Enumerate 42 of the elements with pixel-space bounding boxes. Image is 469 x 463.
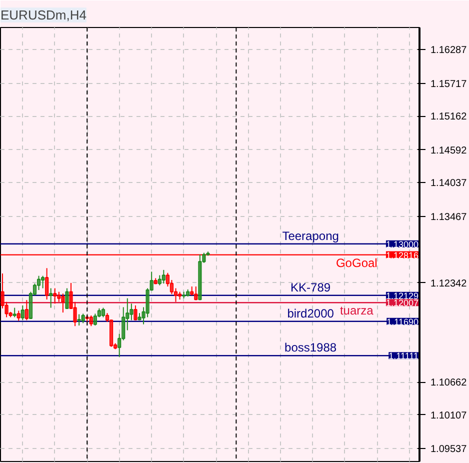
annotation: 1.11690 — [386, 316, 419, 327]
chart-title: EURUSDm,H4 — [0, 8, 86, 22]
annotation: 1.11111 — [388, 351, 419, 362]
ref-line-label: boss1988 — [284, 340, 337, 355]
y-tick-label: 1.12342 — [430, 278, 468, 290]
candlestick — [20, 304, 24, 321]
y-tick-label: 1.16287 — [430, 45, 468, 56]
candlestick — [12, 307, 16, 318]
ref-line-label: KK-789 — [290, 280, 331, 294]
candlestick — [40, 275, 45, 289]
ref-line-label: GoGoal — [336, 256, 378, 270]
annotation: 1.12816 — [386, 250, 419, 260]
candlestick — [24, 300, 28, 321]
ref-line-label: bird2000 — [287, 306, 334, 320]
candlestick — [89, 314, 93, 327]
y-tick-label: 1.10662 — [430, 378, 468, 389]
y-tick-label: 1.14037 — [430, 178, 468, 190]
y-tick-label: 1.13467 — [430, 212, 468, 223]
y-tick-label: 1.15162 — [430, 112, 468, 123]
candlestick — [65, 288, 69, 309]
ref-line-label: Teerapong — [282, 228, 339, 243]
candlestick — [194, 286, 198, 301]
candlestick — [198, 254, 202, 301]
candlestick — [45, 268, 49, 300]
y-tick-label: 1.09537 — [430, 444, 468, 456]
candlestick — [16, 310, 20, 322]
annotation: 1.12129 — [386, 290, 419, 301]
candlestick — [49, 288, 53, 308]
candlestick — [53, 288, 57, 304]
annotation: 1.13000 — [386, 239, 419, 250]
ref-line-label: tuarza — [340, 304, 374, 318]
candlestick — [162, 269, 166, 284]
annotation: 1.12007 — [386, 298, 419, 308]
y-tick-label: 1.14592 — [430, 145, 468, 156]
candlestick — [36, 275, 41, 291]
candlestick — [57, 291, 61, 302]
candlestick — [81, 313, 85, 324]
y-tick-label: 1.10107 — [430, 410, 468, 422]
candlestick — [101, 307, 106, 318]
y-tick-label: 1.15717 — [430, 78, 468, 90]
candlestick — [134, 304, 138, 321]
candlestick — [61, 293, 65, 313]
